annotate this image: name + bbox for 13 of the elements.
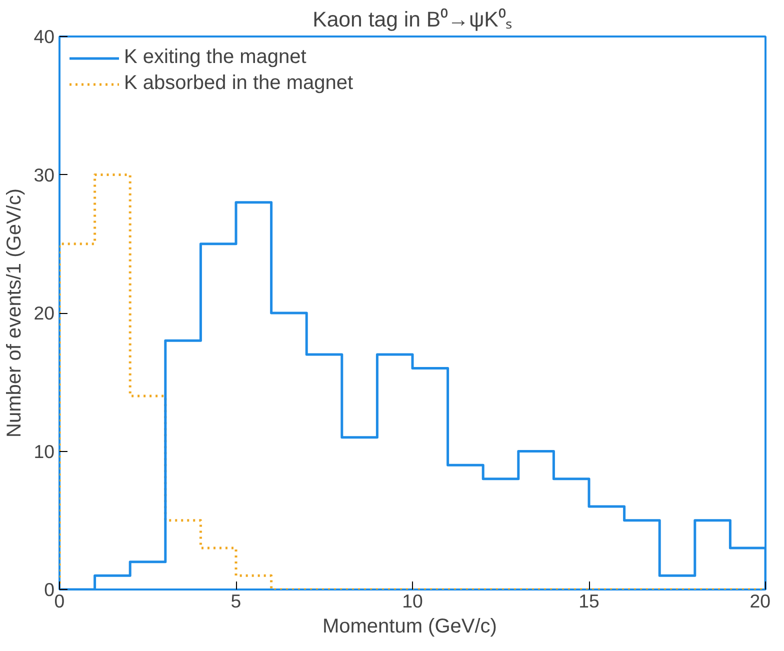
legend-label: K exiting the magnet [124, 46, 306, 69]
x-axis-title: Momentum (GeV/c) [322, 616, 497, 638]
y-axis-title: Number of events/1 (GeV/c) [4, 188, 26, 438]
legend-label: K absorbed in the magnet [124, 72, 354, 95]
x-tick-label: 15 [578, 590, 600, 612]
y-tick-label: 20 [34, 302, 55, 324]
x-tick-label: 20 [750, 590, 771, 612]
x-tick-label: 10 [402, 590, 423, 612]
y-tick-label: 40 [34, 26, 55, 47]
chart-title: Kaon tag in B⁰→ψK⁰ₛ [312, 8, 512, 32]
y-tick-label: 30 [34, 164, 55, 186]
x-tick-label: 5 [230, 590, 242, 612]
y-tick-label: 10 [34, 440, 55, 462]
